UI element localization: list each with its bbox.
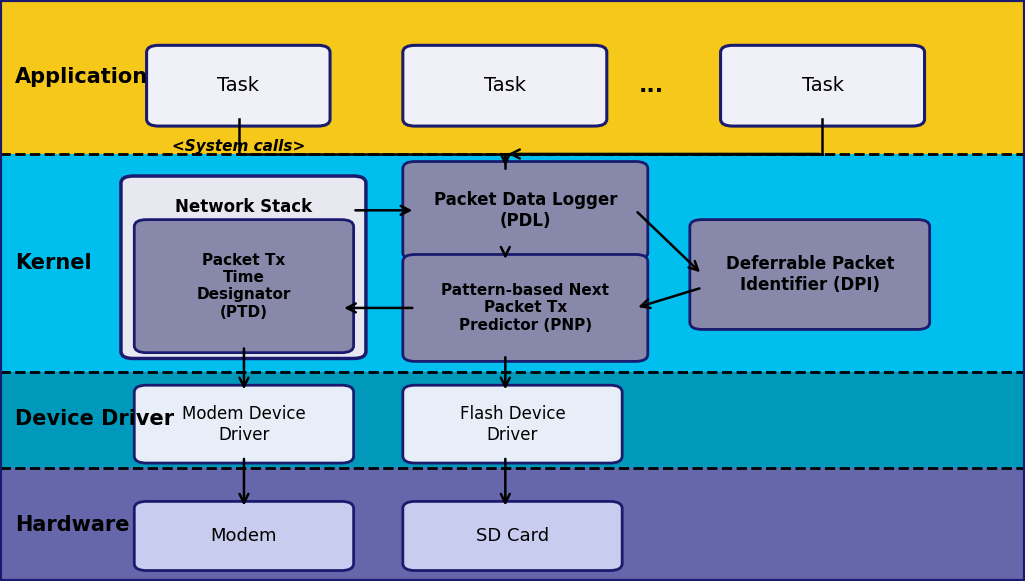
Text: Application: Application <box>15 67 149 87</box>
FancyBboxPatch shape <box>147 45 330 126</box>
Text: Device Driver: Device Driver <box>15 410 174 429</box>
Text: Task: Task <box>217 76 259 95</box>
Text: <System calls>: <System calls> <box>172 139 305 154</box>
Text: Hardware: Hardware <box>15 515 130 535</box>
FancyBboxPatch shape <box>403 162 648 260</box>
Bar <box>0 0 1025 154</box>
Text: Packet Tx
Time
Designator
(PTD): Packet Tx Time Designator (PTD) <box>197 253 291 320</box>
Text: Modem: Modem <box>211 527 277 545</box>
FancyBboxPatch shape <box>403 501 622 571</box>
FancyBboxPatch shape <box>403 45 607 126</box>
Text: Pattern-based Next
Packet Tx
Predictor (PNP): Pattern-based Next Packet Tx Predictor (… <box>442 283 609 333</box>
Text: Network Stack: Network Stack <box>175 198 312 216</box>
Text: Deferrable Packet
Identifier (DPI): Deferrable Packet Identifier (DPI) <box>726 255 894 294</box>
FancyBboxPatch shape <box>121 176 366 358</box>
Text: Modem Device
Driver: Modem Device Driver <box>182 405 305 443</box>
Text: Kernel: Kernel <box>15 253 92 272</box>
FancyBboxPatch shape <box>134 220 354 353</box>
FancyBboxPatch shape <box>690 220 930 329</box>
Bar <box>0 154 1025 372</box>
Text: Packet Data Logger
(PDL): Packet Data Logger (PDL) <box>434 191 617 230</box>
FancyBboxPatch shape <box>134 385 354 463</box>
FancyBboxPatch shape <box>403 254 648 361</box>
Text: Task: Task <box>484 76 526 95</box>
Text: Flash Device
Driver: Flash Device Driver <box>459 405 566 443</box>
Bar <box>0 468 1025 581</box>
Text: ...: ... <box>639 76 663 96</box>
Text: Task: Task <box>802 76 844 95</box>
FancyBboxPatch shape <box>134 501 354 571</box>
Bar <box>0 372 1025 468</box>
FancyBboxPatch shape <box>721 45 925 126</box>
Text: SD Card: SD Card <box>476 527 549 545</box>
FancyBboxPatch shape <box>403 385 622 463</box>
